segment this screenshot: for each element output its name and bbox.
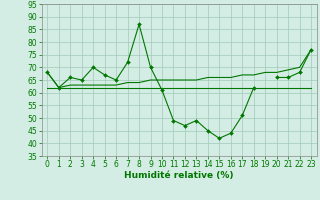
X-axis label: Humidité relative (%): Humidité relative (%) <box>124 171 234 180</box>
